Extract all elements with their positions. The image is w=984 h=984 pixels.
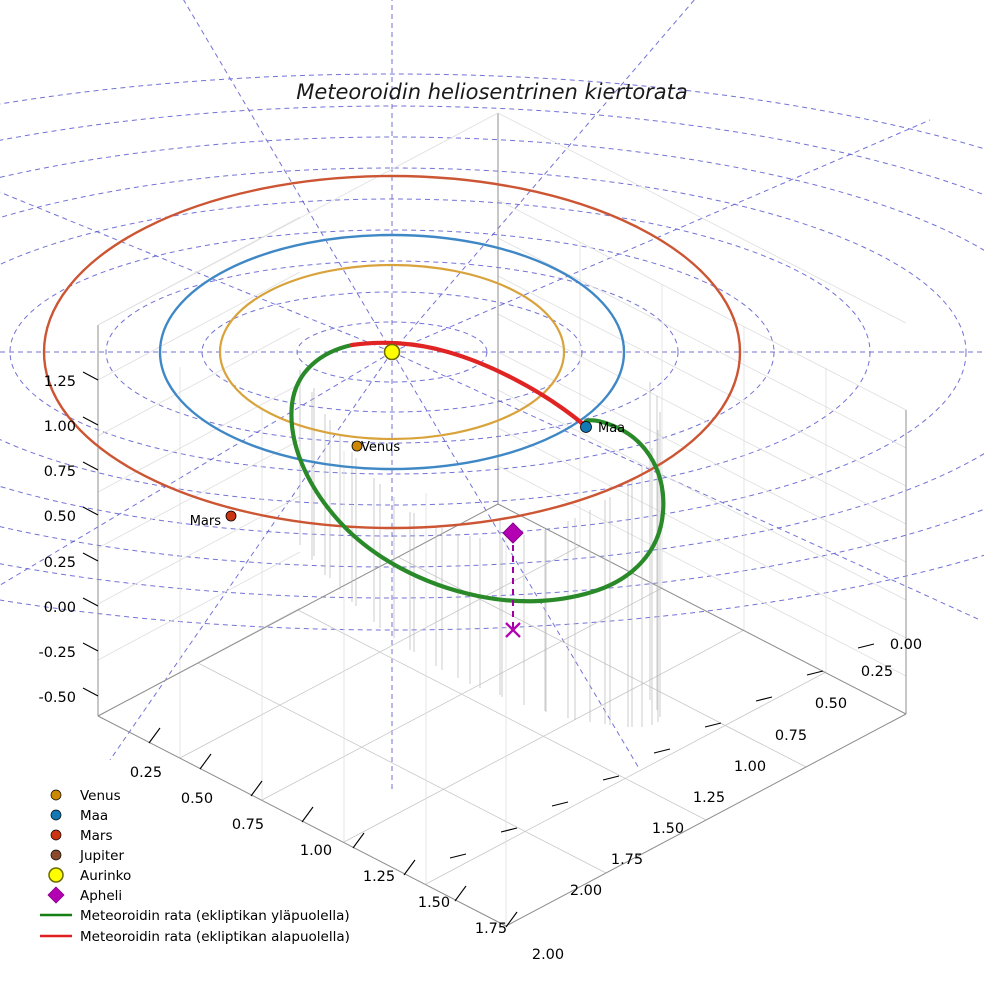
ecliptic-polar-grid xyxy=(0,0,984,790)
z-tick-5: 0.00 xyxy=(44,600,76,616)
axes-box-wireframe xyxy=(97,112,907,927)
meteoroid-trajectory xyxy=(289,340,666,604)
legend-label-jupiter: Jupiter xyxy=(79,848,124,864)
z-tick-3: 0.50 xyxy=(44,509,76,525)
y-tick-2: 0.50 xyxy=(815,696,847,712)
maa-orbit xyxy=(158,233,626,471)
legend: Venus Maa Mars Jupiter Aurinko xyxy=(40,788,350,945)
trajectory-below-ecliptic xyxy=(349,340,589,430)
y-tick-1: 0.25 xyxy=(861,664,893,680)
legend-item-rata-alapuolella[interactable]: Meteoroidin rata (ekliptikan alapuolella… xyxy=(40,929,350,945)
x-tick-5: 1.50 xyxy=(418,895,450,911)
legend-label-maa: Maa xyxy=(80,808,108,824)
x-tick-4: 1.25 xyxy=(363,869,395,885)
legend-item-aurinko[interactable]: Aurinko xyxy=(48,867,131,884)
x-tick-6: 1.75 xyxy=(475,921,507,937)
z-tick-0: 1.25 xyxy=(44,374,76,390)
y-tick-5: 1.25 xyxy=(693,790,725,806)
z-tick-4: 0.25 xyxy=(44,555,76,571)
circle-marker-icon xyxy=(50,809,62,821)
z-tick-6: -0.25 xyxy=(38,645,76,661)
legend-label-mars: Mars xyxy=(80,828,113,844)
trajectory-above-ecliptic xyxy=(289,342,666,604)
planet-orbits xyxy=(42,174,742,530)
legend-label-rata-alapuolella: Meteoroidin rata (ekliptikan alapuolella… xyxy=(80,929,350,945)
aphelion-diamond-icon xyxy=(502,522,524,544)
mars-marker xyxy=(225,510,237,522)
legend-label-venus: Venus xyxy=(80,788,121,804)
page-title: Meteoroidin heliosentrinen kiertorata xyxy=(296,80,688,104)
y-axis: 0.00 0.25 0.50 0.75 1.00 1.25 1.50 1.75 … xyxy=(449,637,922,899)
venus-label: Venus xyxy=(361,440,400,455)
circle-marker-icon xyxy=(50,789,62,801)
x-tick-2: 0.75 xyxy=(232,817,264,833)
legend-item-apheli[interactable]: Apheli xyxy=(47,886,122,904)
y-tick-6: 1.50 xyxy=(652,821,684,837)
y-tick-3: 0.75 xyxy=(775,728,807,744)
x-tick-3: 1.00 xyxy=(300,843,332,859)
legend-label-aurinko: Aurinko xyxy=(80,868,131,884)
planet-markers: Venus Maa Mars xyxy=(190,421,625,529)
maa-marker xyxy=(580,421,592,433)
aphelion-group xyxy=(502,522,524,638)
z-tick-7: -0.50 xyxy=(38,690,76,706)
x-tick-1: 0.50 xyxy=(181,791,213,807)
sun-marker-icon xyxy=(48,867,64,883)
legend-label-rata-ylapuolella: Meteoroidin rata (ekliptikan yläpuolella… xyxy=(80,908,350,924)
venus-orbit xyxy=(218,263,566,441)
z-tick-1: 1.00 xyxy=(44,419,76,435)
mars-orbit xyxy=(42,174,742,530)
aphelion-floor-x-icon xyxy=(505,622,521,638)
x-tick-0: 0.25 xyxy=(130,765,162,781)
legend-item-rata-ylapuolella[interactable]: Meteoroidin rata (ekliptikan yläpuolella… xyxy=(40,908,350,924)
z-axis: 1.25 1.00 0.75 0.50 0.25 0.00 -0.25 -0.5… xyxy=(38,371,99,706)
x-tick-7: 2.00 xyxy=(532,947,564,963)
y-tick-0: 0.00 xyxy=(890,637,922,653)
circle-marker-icon xyxy=(50,849,62,861)
y-tick-7: 1.75 xyxy=(611,852,643,868)
legend-label-apheli: Apheli xyxy=(80,888,122,904)
mars-label: Mars xyxy=(190,514,222,529)
legend-item-maa[interactable]: Maa xyxy=(50,808,108,824)
legend-item-jupiter[interactable]: Jupiter xyxy=(50,848,124,864)
legend-item-mars[interactable]: Mars xyxy=(50,828,113,844)
aurinko-marker xyxy=(383,343,401,361)
z-tick-2: 0.75 xyxy=(44,464,76,480)
y-tick-8: 2.00 xyxy=(570,883,602,899)
maa-label: Maa xyxy=(598,421,625,436)
legend-item-venus[interactable]: Venus xyxy=(50,788,121,804)
diamond-marker-icon xyxy=(47,886,65,904)
circle-marker-icon xyxy=(50,829,62,841)
y-tick-4: 1.00 xyxy=(734,759,766,775)
x-axis: 0.25 0.50 0.75 1.00 1.25 1.50 1.75 2.00 xyxy=(130,727,564,963)
venus-marker xyxy=(351,440,363,452)
